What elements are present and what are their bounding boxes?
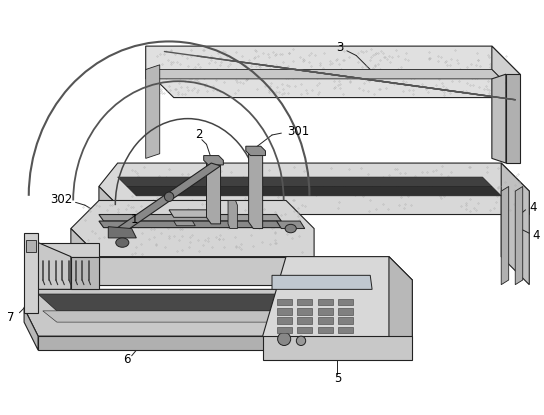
Polygon shape — [99, 215, 281, 221]
Text: 5: 5 — [334, 372, 341, 385]
Polygon shape — [297, 327, 312, 333]
Polygon shape — [127, 186, 501, 196]
Polygon shape — [338, 308, 354, 315]
Polygon shape — [24, 289, 337, 336]
Polygon shape — [99, 163, 529, 215]
Polygon shape — [263, 256, 412, 359]
Polygon shape — [318, 327, 333, 333]
Text: 302: 302 — [51, 193, 73, 206]
Polygon shape — [38, 336, 337, 350]
Polygon shape — [338, 317, 354, 324]
Polygon shape — [99, 186, 127, 233]
Polygon shape — [99, 256, 314, 285]
Polygon shape — [174, 221, 195, 226]
Polygon shape — [318, 299, 333, 305]
Polygon shape — [515, 186, 523, 285]
Polygon shape — [318, 317, 333, 324]
Circle shape — [296, 336, 306, 346]
Text: 6: 6 — [123, 353, 131, 366]
Polygon shape — [108, 227, 137, 238]
Polygon shape — [118, 163, 220, 230]
Polygon shape — [338, 299, 354, 305]
Text: 301: 301 — [287, 125, 310, 138]
Text: 4: 4 — [532, 229, 540, 242]
Polygon shape — [277, 317, 292, 324]
Polygon shape — [389, 256, 412, 359]
Polygon shape — [246, 146, 265, 156]
Polygon shape — [277, 299, 292, 305]
Polygon shape — [228, 200, 237, 229]
Polygon shape — [38, 243, 99, 256]
Polygon shape — [38, 294, 314, 311]
Text: 4: 4 — [529, 200, 537, 214]
Polygon shape — [203, 156, 224, 165]
Polygon shape — [249, 149, 263, 229]
Polygon shape — [207, 159, 220, 224]
Polygon shape — [263, 336, 412, 359]
Polygon shape — [492, 74, 506, 163]
Polygon shape — [43, 311, 319, 322]
Text: 3: 3 — [337, 42, 344, 54]
Ellipse shape — [285, 225, 296, 233]
Text: 1: 1 — [131, 213, 138, 226]
Polygon shape — [71, 229, 99, 285]
Polygon shape — [52, 303, 333, 320]
Polygon shape — [297, 299, 312, 305]
Polygon shape — [169, 210, 211, 217]
Polygon shape — [146, 65, 160, 159]
Polygon shape — [277, 221, 305, 229]
Polygon shape — [506, 74, 520, 163]
Polygon shape — [318, 308, 333, 315]
Text: 7: 7 — [7, 311, 15, 324]
Polygon shape — [492, 46, 520, 98]
Ellipse shape — [116, 238, 129, 247]
Polygon shape — [71, 256, 99, 289]
Polygon shape — [277, 327, 292, 333]
Polygon shape — [118, 177, 492, 186]
Circle shape — [164, 192, 174, 201]
Polygon shape — [272, 275, 372, 289]
Polygon shape — [338, 327, 354, 333]
Polygon shape — [501, 163, 529, 285]
Polygon shape — [38, 243, 71, 289]
Polygon shape — [99, 221, 281, 227]
Circle shape — [277, 332, 290, 346]
Polygon shape — [71, 200, 314, 256]
Polygon shape — [26, 240, 36, 252]
Polygon shape — [297, 308, 312, 315]
Polygon shape — [501, 186, 509, 285]
Polygon shape — [146, 46, 520, 98]
Polygon shape — [24, 233, 38, 313]
Polygon shape — [24, 308, 38, 350]
Text: 2: 2 — [195, 129, 203, 142]
Polygon shape — [277, 308, 292, 315]
Polygon shape — [146, 69, 520, 107]
Polygon shape — [297, 317, 312, 324]
